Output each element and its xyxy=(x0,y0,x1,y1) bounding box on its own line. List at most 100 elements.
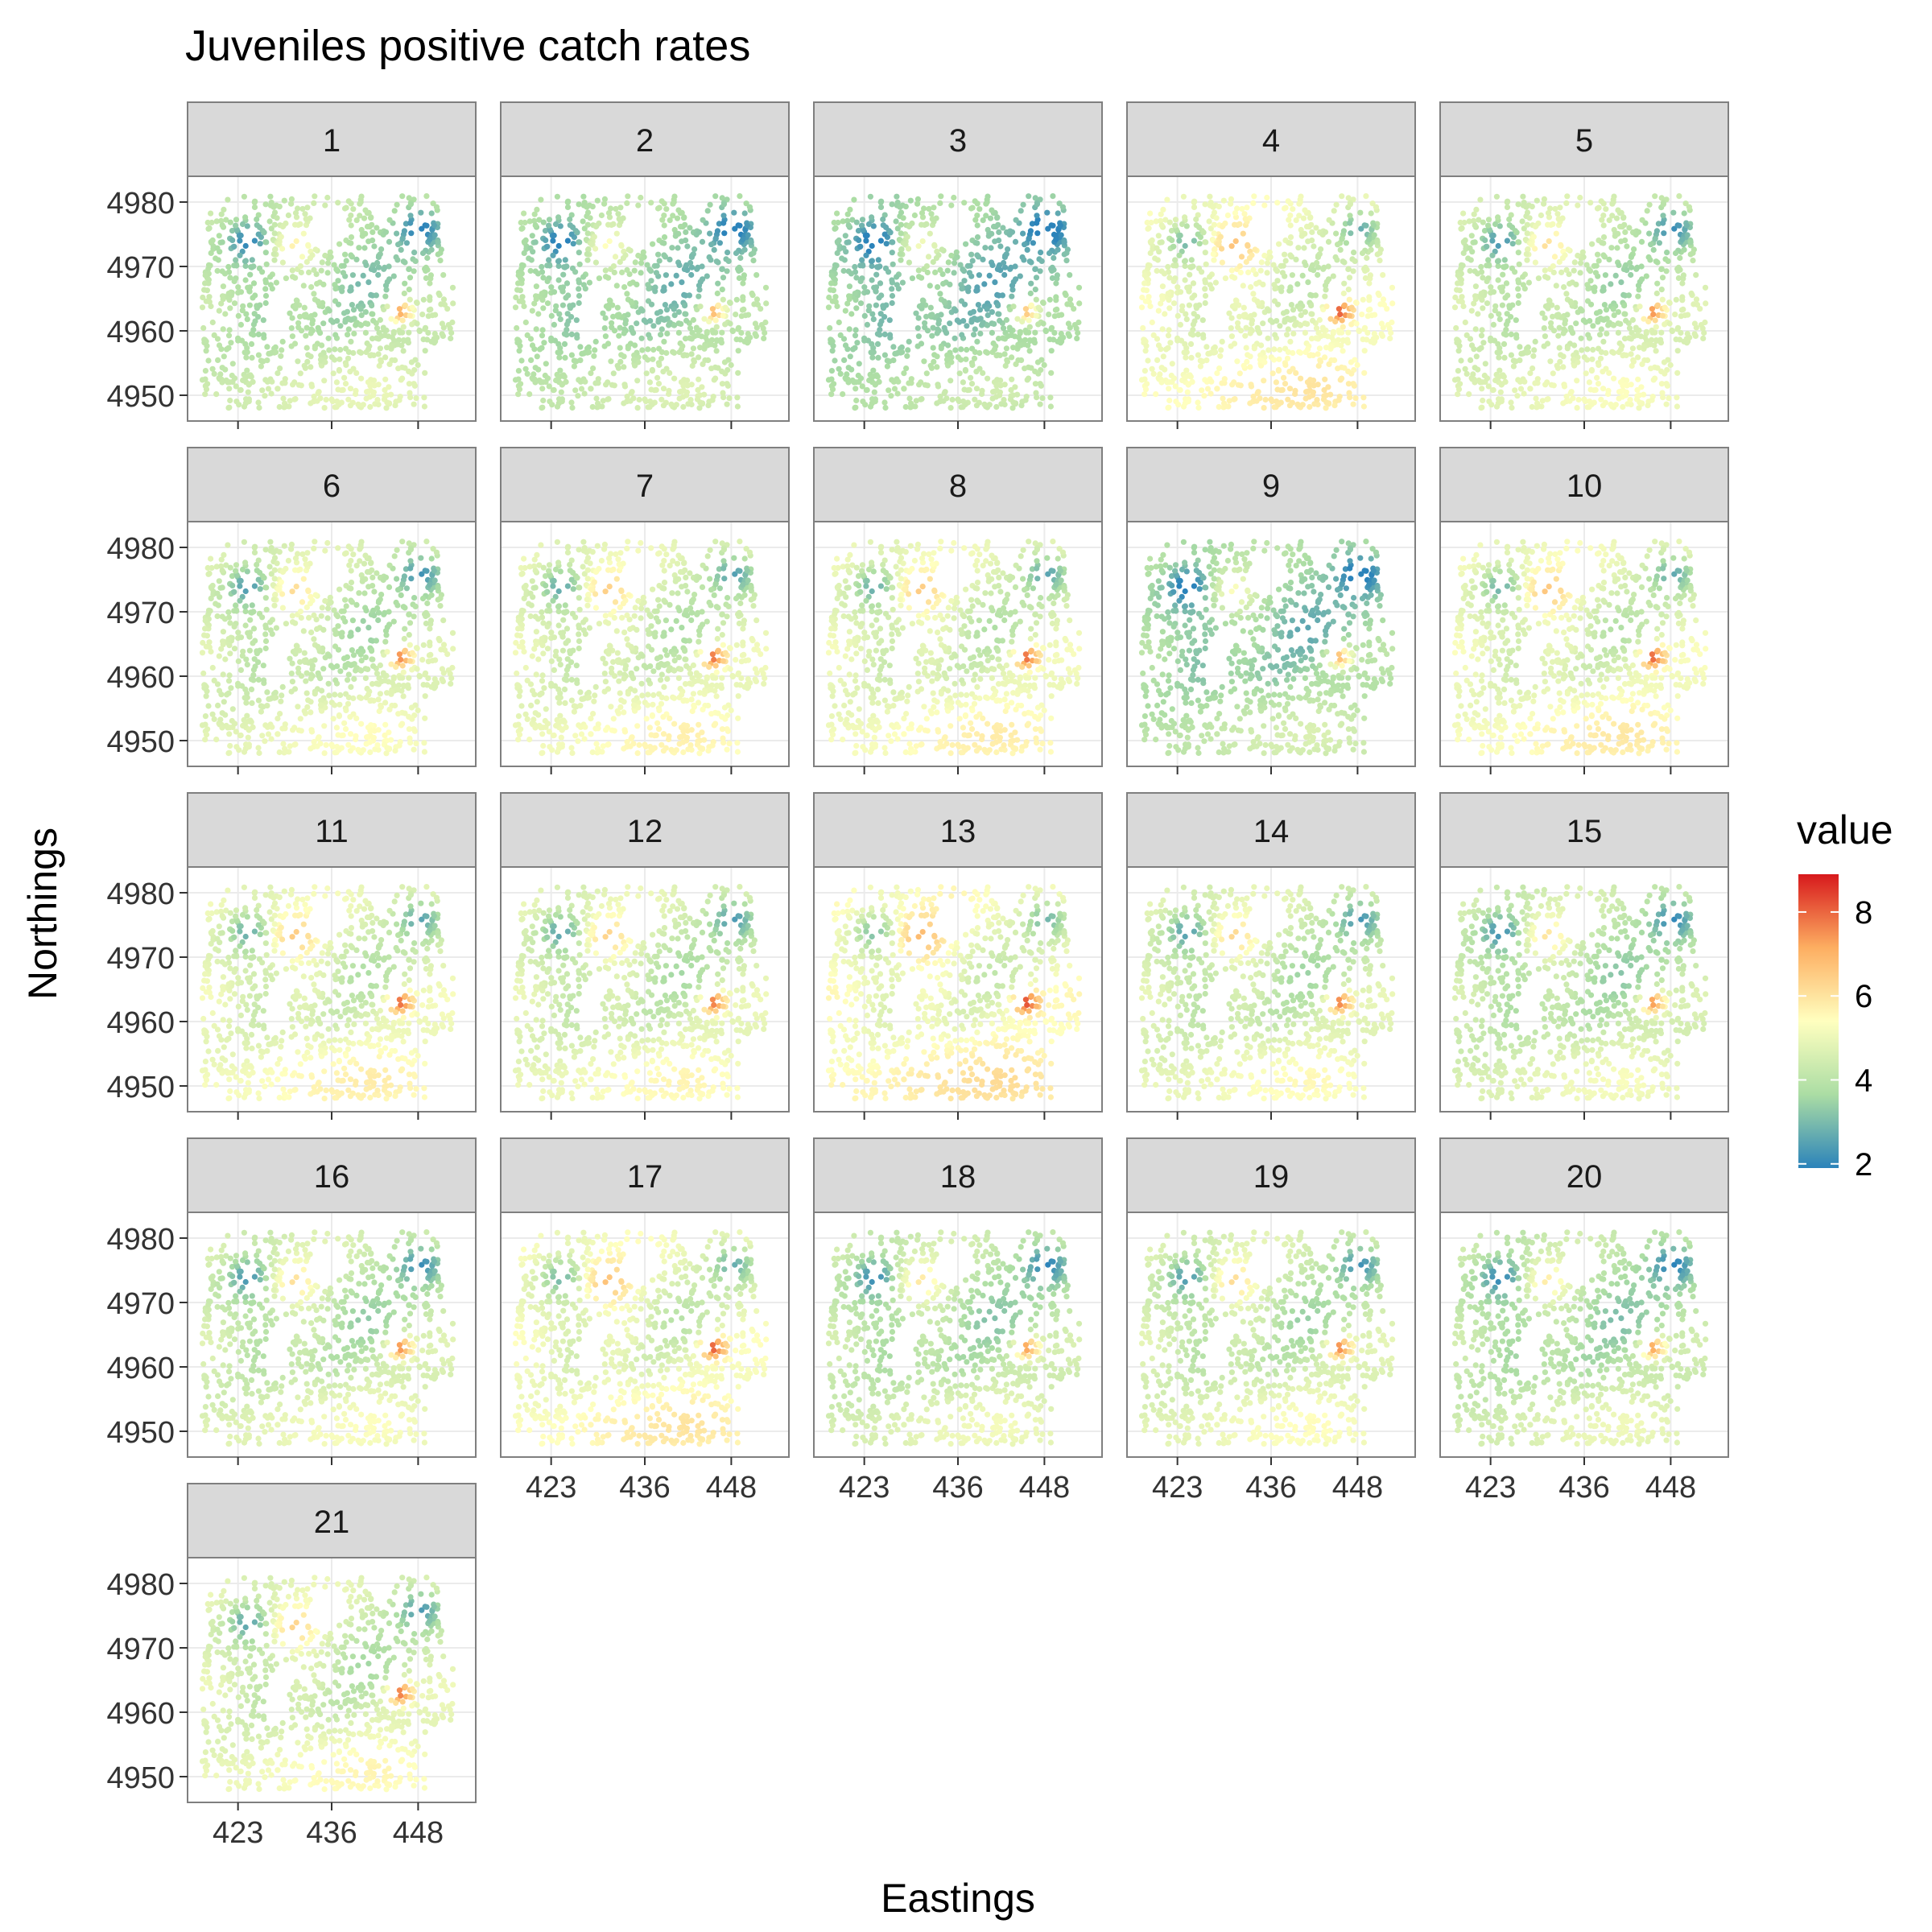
data-point xyxy=(1330,328,1336,335)
data-point xyxy=(752,331,758,337)
data-point xyxy=(655,381,663,387)
data-point xyxy=(1351,250,1357,256)
data-point xyxy=(208,210,214,217)
data-point xyxy=(1616,389,1623,395)
data-point xyxy=(423,264,429,270)
data-point xyxy=(1024,246,1030,253)
data-point xyxy=(276,403,283,411)
data-point xyxy=(219,268,225,275)
data-point xyxy=(708,341,714,348)
data-point xyxy=(1009,405,1016,411)
data-point xyxy=(203,298,209,304)
data-point xyxy=(1645,318,1652,325)
data-point xyxy=(298,382,304,389)
data-point xyxy=(1267,317,1274,324)
data-point xyxy=(1281,374,1287,381)
data-point xyxy=(1206,218,1212,225)
data-point xyxy=(881,352,888,358)
data-point xyxy=(1561,284,1567,291)
data-point xyxy=(339,288,345,295)
data-point xyxy=(561,341,568,347)
data-point xyxy=(1544,341,1551,347)
data-point xyxy=(214,267,221,275)
data-point xyxy=(926,205,932,213)
data-point xyxy=(1213,215,1220,221)
data-point xyxy=(696,354,702,361)
data-point xyxy=(411,268,417,275)
data-point xyxy=(1660,220,1666,226)
data-point xyxy=(1654,365,1661,371)
data-point xyxy=(237,237,243,244)
data-point xyxy=(386,361,393,367)
data-point xyxy=(705,357,712,364)
data-point xyxy=(573,317,580,324)
data-point xyxy=(423,193,430,200)
data-point xyxy=(1322,354,1328,361)
data-point xyxy=(357,306,364,312)
data-point xyxy=(1563,291,1570,297)
data-point xyxy=(749,290,755,297)
data-point xyxy=(235,312,242,319)
data-point xyxy=(968,374,974,381)
data-point xyxy=(407,213,414,219)
data-point xyxy=(969,361,976,369)
data-point xyxy=(1232,221,1238,228)
data-point xyxy=(1618,279,1624,286)
data-point xyxy=(332,357,338,363)
data-point xyxy=(1600,386,1607,392)
data-point xyxy=(1563,266,1570,273)
data-point xyxy=(324,270,331,276)
data-point xyxy=(326,308,332,314)
data-point xyxy=(878,318,885,324)
data-point xyxy=(1264,194,1270,201)
data-point xyxy=(841,257,848,263)
data-point xyxy=(1609,200,1616,207)
data-point xyxy=(365,346,372,353)
data-point xyxy=(634,405,641,411)
data-point xyxy=(1472,365,1478,371)
data-point xyxy=(423,620,430,627)
data-point xyxy=(1360,336,1366,343)
data-point xyxy=(1027,290,1034,297)
data-point xyxy=(711,246,717,253)
data-point xyxy=(1530,353,1537,359)
facet-strip xyxy=(187,101,477,177)
data-point xyxy=(427,236,433,242)
data-point xyxy=(1004,358,1010,365)
data-point xyxy=(568,231,575,237)
data-point xyxy=(1621,303,1628,309)
data-point xyxy=(420,336,427,343)
data-point xyxy=(1524,221,1530,228)
data-point xyxy=(1497,389,1504,395)
data-point xyxy=(335,386,341,393)
data-point xyxy=(609,324,615,331)
data-point xyxy=(570,302,576,308)
data-point xyxy=(719,287,725,293)
data-point xyxy=(375,254,382,260)
data-point xyxy=(250,625,258,632)
data-point xyxy=(1674,348,1681,354)
data-point xyxy=(322,252,328,259)
data-point xyxy=(546,217,553,223)
data-point xyxy=(592,338,599,345)
data-point xyxy=(249,354,255,361)
data-point xyxy=(400,348,407,354)
data-point xyxy=(342,319,349,325)
data-point xyxy=(390,273,397,279)
data-point xyxy=(878,292,885,299)
data-point xyxy=(921,358,927,365)
data-point xyxy=(347,386,354,392)
data-point xyxy=(367,382,374,389)
data-point xyxy=(632,259,638,266)
data-point xyxy=(870,316,877,323)
data-point xyxy=(1158,211,1164,217)
data-point xyxy=(516,298,522,304)
data-point xyxy=(1013,361,1019,367)
data-point xyxy=(300,283,307,289)
data-point xyxy=(880,216,886,223)
y-tick-label: 4980 xyxy=(106,187,175,221)
data-point xyxy=(1337,311,1344,318)
data-point xyxy=(283,403,290,410)
data-point xyxy=(202,280,208,287)
